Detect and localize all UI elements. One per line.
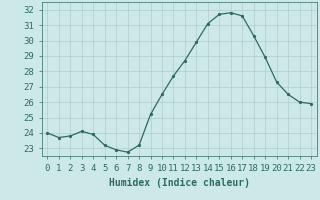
X-axis label: Humidex (Indice chaleur): Humidex (Indice chaleur)	[109, 178, 250, 188]
